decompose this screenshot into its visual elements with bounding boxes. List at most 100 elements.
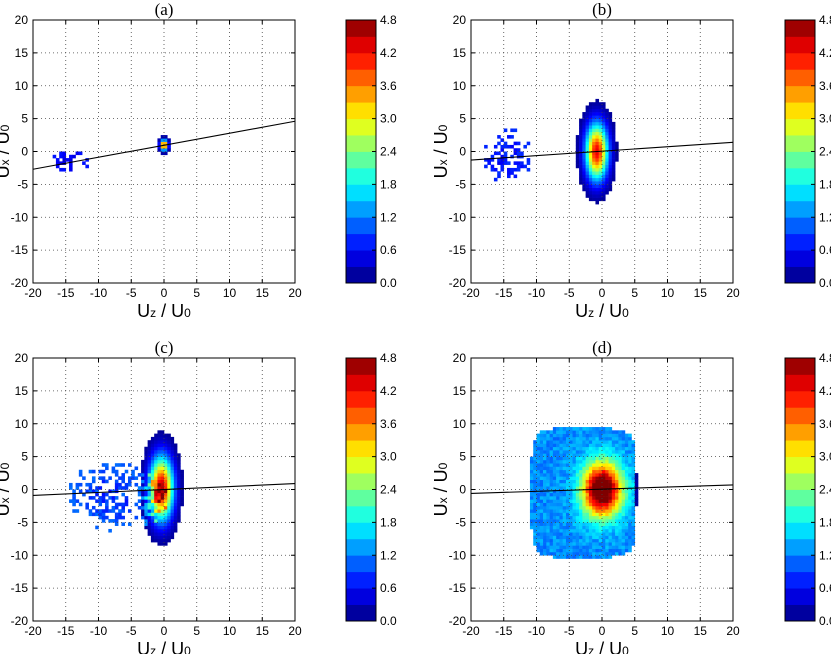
density-cell [585, 125, 590, 129]
density-cell [520, 164, 524, 169]
density-cell [559, 542, 563, 546]
density-cell [575, 459, 580, 464]
density-cell [595, 545, 600, 549]
density-cell [167, 144, 171, 149]
density-cell [608, 538, 613, 543]
colorbar-band [346, 390, 376, 408]
x-tick-label: -10 [90, 624, 108, 638]
density-cell [180, 492, 184, 497]
density-cell [582, 121, 586, 126]
density-cell [134, 502, 139, 507]
density-cell [118, 463, 122, 467]
density-cell [536, 499, 541, 503]
density-cell [602, 436, 606, 441]
density-cell [605, 499, 609, 503]
density-cell [602, 190, 606, 195]
panel-a: -20 -15 -10 -5 0 5 10 15 2020151050-5-10-15-20(a… [0, 0, 397, 321]
density-cell [608, 548, 613, 553]
density-cell [98, 496, 103, 500]
density-cell [579, 459, 583, 464]
density-cell [605, 430, 609, 434]
density-cell [608, 486, 613, 490]
y-tick-label: -15 [449, 243, 467, 257]
density-cell [552, 551, 557, 556]
density-cell [114, 522, 119, 526]
density-cell [144, 519, 148, 523]
density-cell [572, 551, 577, 556]
density-cell [141, 482, 145, 487]
density-cell [177, 456, 181, 461]
density-cell [602, 148, 606, 152]
density-cell [526, 141, 531, 146]
density-cell [618, 446, 622, 451]
density-cell [592, 450, 596, 454]
density-cell [628, 459, 632, 464]
density-cell [160, 492, 165, 497]
density-cell [605, 433, 609, 438]
density-cell [621, 479, 626, 484]
density-cell [167, 456, 171, 461]
density-cell [562, 473, 567, 477]
density-cell [539, 545, 544, 549]
density-cell [592, 433, 596, 438]
density-cell [588, 469, 593, 474]
density-cell [543, 499, 547, 503]
density-cell [559, 456, 563, 461]
density-cell [572, 545, 577, 549]
density-cell [160, 535, 165, 540]
density-cell [559, 515, 563, 520]
density-cell [154, 532, 158, 536]
density-cell [72, 489, 76, 494]
density-cell [101, 479, 106, 484]
density-cell [513, 141, 518, 146]
density-cell [595, 446, 600, 451]
density-cell [608, 542, 613, 546]
density-cell [575, 456, 580, 461]
density-cell [147, 532, 152, 536]
density-cell [605, 174, 609, 179]
density-cell [611, 492, 616, 497]
density-cell [585, 131, 590, 136]
density-cell [147, 522, 152, 526]
density-cell [585, 433, 590, 438]
density-cell [608, 466, 613, 471]
density-cell [575, 496, 580, 500]
density-cell [572, 436, 577, 441]
density-cell [579, 509, 583, 513]
density-cell [628, 502, 632, 507]
density-cell [180, 479, 184, 484]
density-cell [585, 505, 590, 510]
density-cell [546, 450, 550, 454]
density-cell [621, 440, 626, 444]
density-cell [615, 459, 619, 464]
density-cell [618, 505, 622, 510]
density-cell [529, 466, 534, 471]
density-cell [114, 515, 119, 520]
density-cell [582, 532, 586, 536]
density-cell [608, 532, 613, 536]
density-cell [602, 551, 606, 556]
density-cell [621, 528, 626, 533]
density-cell [533, 496, 537, 500]
density-cell [592, 174, 596, 179]
density-cell [592, 496, 596, 500]
density-cell [585, 532, 590, 536]
density-cell [536, 522, 541, 526]
density-cell [605, 453, 609, 457]
density-cell [628, 509, 632, 513]
density-cell [157, 436, 162, 441]
density-cell [605, 427, 609, 431]
density-cell [575, 446, 580, 451]
density-cell [180, 473, 184, 477]
density-cell [602, 443, 606, 448]
density-cell [628, 476, 632, 480]
density-cell [605, 112, 609, 116]
density-cell [598, 187, 603, 192]
density-cell [621, 466, 626, 471]
density-cell [559, 538, 563, 543]
density-cell [595, 453, 600, 457]
density-cell [539, 463, 544, 467]
density-cell [552, 532, 557, 536]
density-cell [164, 486, 168, 490]
density-cell [549, 538, 554, 543]
